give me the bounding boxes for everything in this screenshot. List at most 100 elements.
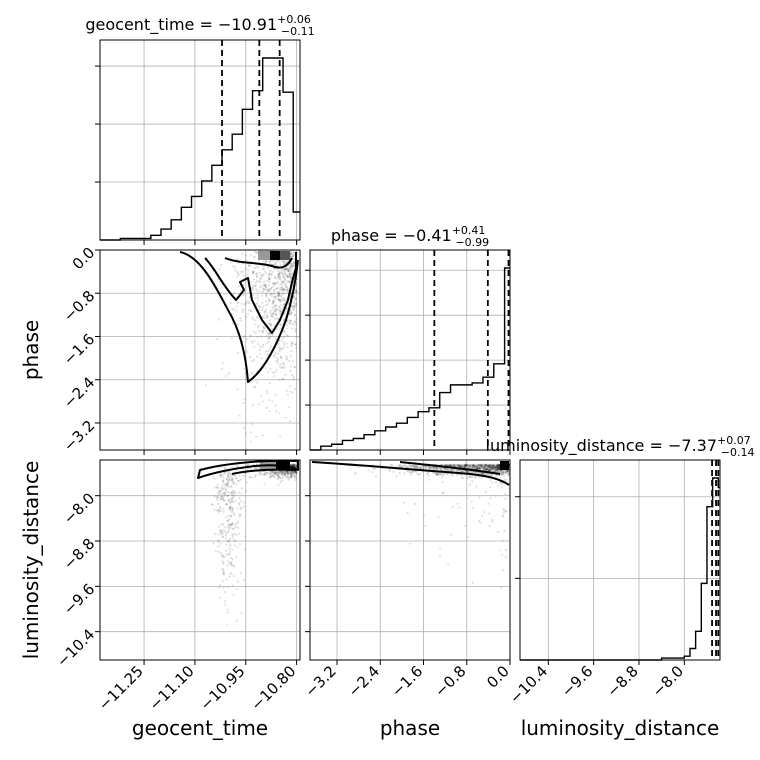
scatter-point [278, 294, 281, 297]
scatter-point [464, 464, 467, 467]
scatter-point [265, 260, 268, 263]
scatter-point [286, 275, 290, 278]
scatter-point [435, 467, 438, 471]
scatter-point [291, 471, 295, 474]
scatter-point [295, 477, 298, 480]
scatter-point [485, 467, 488, 470]
panel-phase-vs-geocent-time [95, 249, 301, 455]
scatter-point [414, 470, 417, 473]
panel-frame [99, 39, 301, 241]
contour-inner [399, 461, 501, 475]
scatter-point [409, 473, 412, 476]
scatter-point [290, 262, 293, 266]
scatter-point [494, 466, 497, 469]
scatter-point [223, 472, 227, 475]
scatter-point [268, 322, 271, 325]
scatter-point [504, 470, 507, 473]
scatter-point [266, 303, 269, 306]
scatter-point [258, 280, 261, 283]
scatter-point [441, 491, 444, 494]
scatter-point [480, 466, 483, 469]
scatter-point [230, 301, 233, 304]
scatter-point [223, 493, 227, 496]
ylabel-phase: phase [19, 320, 43, 380]
scatter-point [293, 307, 296, 310]
scatter-point [253, 319, 256, 322]
scatter-point [290, 305, 293, 308]
scatter-point [272, 301, 275, 304]
title-geocent-time: geocent_time = −10.91+0.06 −0.11 [85, 13, 314, 38]
scatter-point [231, 533, 234, 536]
scatter-point [475, 465, 478, 469]
scatter-point [282, 281, 285, 284]
scatter-point [473, 465, 476, 468]
scatter-point [235, 257, 238, 261]
scatter-point [371, 471, 374, 474]
scatter-point [426, 471, 429, 474]
scatter-point [270, 272, 273, 275]
scatter-point [278, 346, 281, 349]
scatter-point [279, 476, 282, 479]
scatter-point [277, 298, 280, 301]
scatter-point [415, 470, 418, 473]
scatter-point [254, 296, 258, 300]
scatter-point [218, 489, 221, 492]
scatter-point [225, 531, 228, 535]
scatter-point [489, 464, 492, 467]
scatter-point [401, 465, 404, 468]
scatter-point [265, 473, 268, 476]
scatter-point [291, 463, 295, 466]
scatter-point [287, 476, 290, 479]
scatter-point [446, 473, 449, 476]
scatter-point [218, 467, 221, 470]
scatter-point [231, 476, 234, 479]
tick-label-x: −3.2 [301, 662, 339, 700]
scatter-point [231, 500, 234, 503]
scatter-point [390, 463, 393, 466]
contour-outer [179, 251, 299, 383]
scatter-point [282, 297, 285, 300]
scatter-point [477, 463, 480, 466]
scatter-point [484, 468, 487, 471]
scatter-point [496, 468, 499, 471]
scatter-point [292, 252, 295, 255]
scatter-point [495, 468, 498, 471]
tick-label-y: −9.6 [60, 580, 98, 618]
scatter-point [276, 308, 279, 311]
scatter-point [228, 522, 231, 526]
scatter-point [484, 490, 487, 494]
scatter-point [221, 367, 224, 370]
scatter-point [239, 506, 242, 509]
scatter-point [496, 464, 499, 468]
scatter-point [284, 282, 287, 285]
scatter-point [480, 467, 483, 470]
scatter-point [413, 466, 416, 469]
scatter-point [295, 290, 298, 293]
scatter-point [245, 315, 248, 319]
scatter-point [221, 523, 225, 526]
scatter-point [412, 470, 415, 473]
scatter-point [451, 505, 454, 508]
scatter-point [236, 388, 239, 391]
scatter-point [474, 464, 477, 467]
scatter-point [279, 480, 282, 484]
scatter-point [269, 472, 272, 475]
scatter-point [289, 273, 292, 276]
scatter-point [216, 509, 220, 512]
scatter-point [505, 471, 508, 474]
scatter-point [473, 463, 476, 466]
scatter-point [219, 542, 222, 545]
scatter-point [475, 465, 478, 468]
scatter-point [469, 465, 472, 468]
scatter-point [493, 465, 496, 468]
scatter-point [295, 290, 298, 293]
scatter-point [220, 490, 223, 493]
scatter-point [458, 506, 461, 509]
scatter-point [270, 314, 273, 317]
scatter-point [445, 467, 448, 470]
scatter-point [267, 288, 270, 291]
scatter-point [502, 511, 505, 514]
scatter-point [270, 327, 273, 330]
scatter-point [288, 321, 291, 324]
scatter-point [402, 464, 405, 468]
